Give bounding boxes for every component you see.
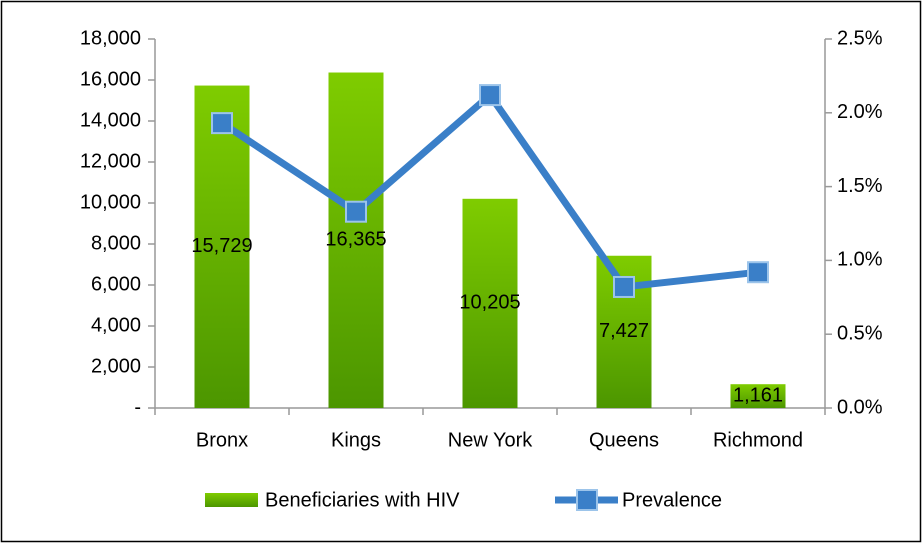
y-tick-label: 10,000 — [80, 191, 141, 213]
x-tick-label: New York — [448, 429, 533, 451]
y-tick-label: 8,000 — [91, 232, 141, 254]
legend-label: Beneficiaries with HIV — [265, 489, 460, 511]
y2-tick-label: 0.0% — [837, 396, 883, 418]
x-tick-label: Bronx — [196, 429, 248, 451]
legend-label: Prevalence — [622, 489, 722, 511]
y-tick-label: - — [134, 396, 141, 418]
y-tick-label: 14,000 — [80, 109, 141, 131]
legend-marker — [576, 489, 598, 511]
x-tick-label: Queens — [589, 429, 659, 451]
line-marker — [479, 84, 501, 107]
legend-swatch — [205, 493, 258, 507]
bar — [462, 198, 518, 408]
y-tick-label: 12,000 — [80, 150, 141, 172]
y-tick-label: 2,000 — [91, 355, 141, 377]
y-tick-label: 4,000 — [91, 314, 141, 336]
x-tick-label: Kings — [331, 429, 381, 451]
x-tick-label: Richmond — [713, 429, 803, 451]
line-marker — [613, 275, 635, 298]
data-label: 15,729 — [191, 235, 252, 257]
y2-tick-label: 2.0% — [837, 101, 883, 123]
line-marker — [211, 112, 233, 135]
y2-tick-label: 2.5% — [837, 27, 883, 49]
line-marker — [345, 200, 367, 223]
y-tick-label: 18,000 — [80, 27, 141, 49]
y2-tick-label: 1.0% — [837, 249, 883, 271]
data-label: 10,205 — [459, 292, 520, 314]
line-marker — [747, 261, 769, 284]
y2-tick-label: 0.5% — [837, 322, 883, 344]
bar — [328, 72, 384, 408]
bar — [730, 384, 786, 408]
y2-tick-label: 1.5% — [837, 175, 883, 197]
data-label: 16,365 — [325, 229, 386, 251]
y-tick-label: 16,000 — [80, 68, 141, 90]
y-tick-label: 6,000 — [91, 273, 141, 295]
data-label: 7,427 — [599, 320, 649, 342]
data-label: 1,161 — [733, 384, 783, 406]
